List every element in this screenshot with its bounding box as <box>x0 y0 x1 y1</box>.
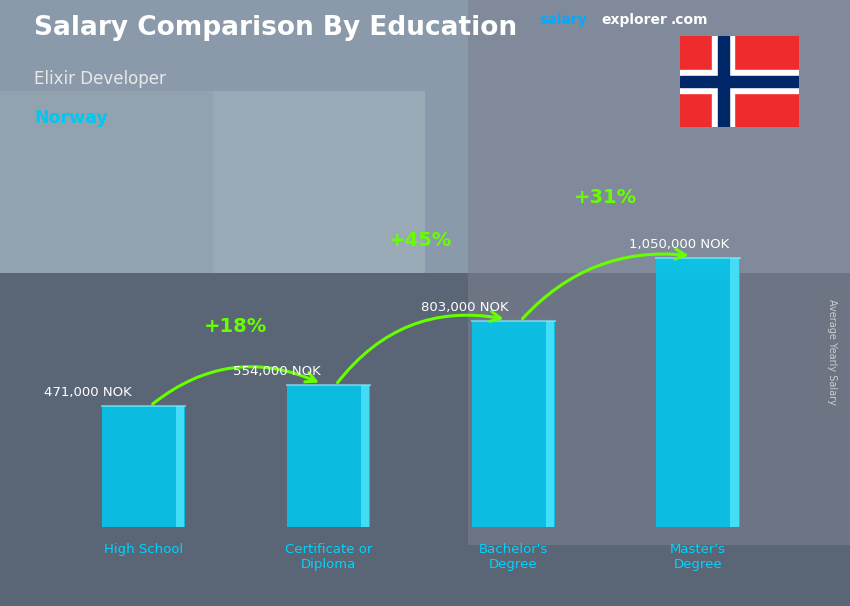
Text: Salary Comparison By Education: Salary Comparison By Education <box>34 15 517 41</box>
Bar <box>680 76 799 87</box>
Bar <box>472 321 555 527</box>
Text: 471,000 NOK: 471,000 NOK <box>44 386 132 399</box>
Text: 803,000 NOK: 803,000 NOK <box>422 301 509 314</box>
Text: .com: .com <box>671 13 708 27</box>
Bar <box>0 273 850 606</box>
Bar <box>102 407 185 527</box>
Bar <box>0 91 212 273</box>
Bar <box>546 321 554 527</box>
Bar <box>360 385 369 527</box>
Text: Norway: Norway <box>34 109 108 127</box>
Bar <box>176 407 184 527</box>
Text: +31%: +31% <box>574 188 638 207</box>
Bar <box>656 258 740 527</box>
Text: Average Yearly Salary: Average Yearly Salary <box>827 299 837 404</box>
Bar <box>286 385 370 527</box>
Bar <box>712 36 734 127</box>
FancyArrowPatch shape <box>523 249 685 319</box>
Text: +45%: +45% <box>389 230 452 250</box>
Text: explorer: explorer <box>601 13 666 27</box>
Text: 1,050,000 NOK: 1,050,000 NOK <box>630 238 729 251</box>
Bar <box>680 70 799 93</box>
Text: 554,000 NOK: 554,000 NOK <box>233 365 320 378</box>
FancyArrowPatch shape <box>337 311 501 382</box>
Text: salary: salary <box>540 13 587 27</box>
FancyArrowPatch shape <box>153 367 316 404</box>
Text: +18%: +18% <box>204 318 268 336</box>
Bar <box>0 0 850 273</box>
Text: Elixir Developer: Elixir Developer <box>34 70 166 88</box>
Bar <box>730 258 739 527</box>
Bar <box>468 0 850 545</box>
Bar <box>718 36 728 127</box>
Bar <box>212 91 425 273</box>
